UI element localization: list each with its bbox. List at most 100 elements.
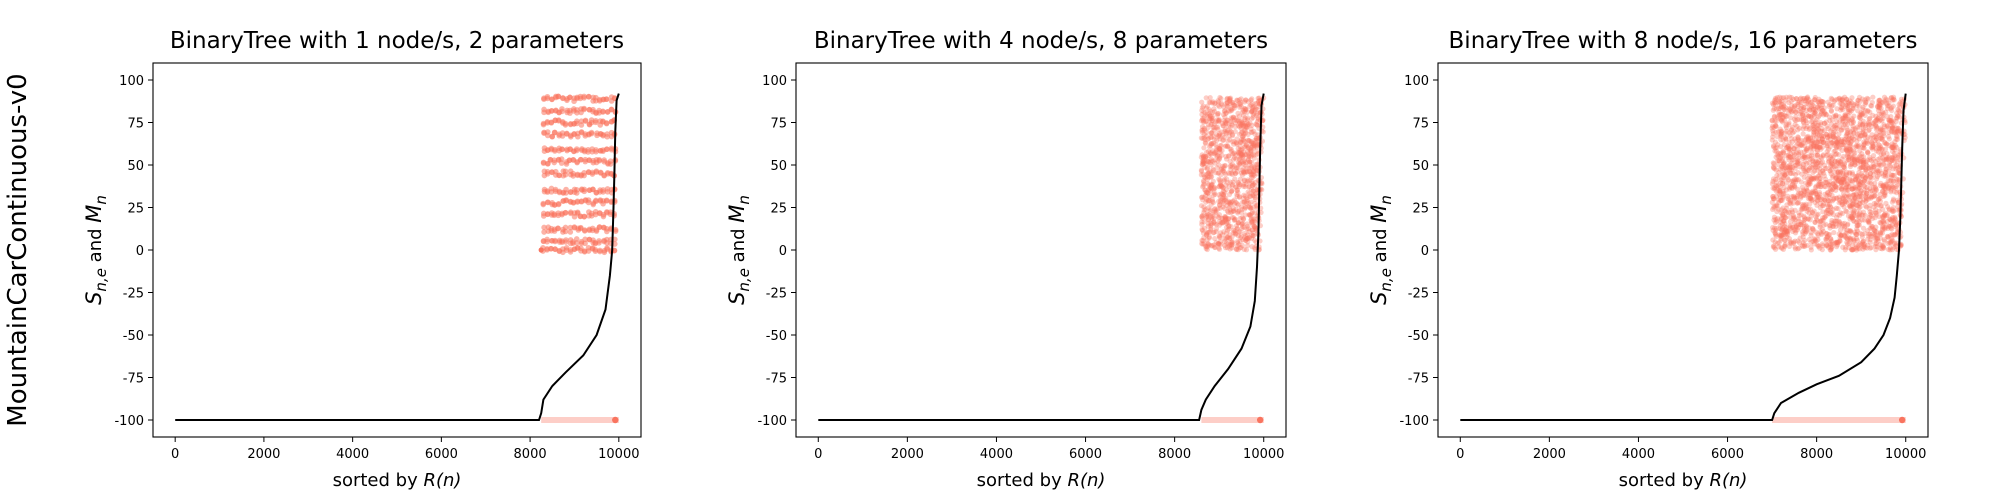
scatter-point: [1898, 96, 1905, 102]
scatter-point: [1246, 168, 1253, 175]
scatter-point: [593, 169, 600, 175]
scatter-point: [1846, 117, 1852, 123]
scatter-point: [1869, 225, 1875, 231]
scatter-point: [1819, 231, 1825, 237]
scatter-point: [1771, 196, 1777, 202]
scatter-point: [1834, 106, 1840, 112]
scatter-point: [1815, 237, 1821, 243]
scatter-point: [1853, 191, 1859, 197]
scatter-point: [1207, 108, 1213, 114]
scatter-point: [1219, 215, 1225, 221]
scatter-point: [604, 228, 610, 235]
scatter-point: [600, 187, 606, 193]
scatter-point: [1210, 140, 1217, 146]
scatter-point: [1863, 167, 1869, 173]
scatter-point: [1231, 215, 1237, 221]
scatter-point: [1833, 113, 1839, 119]
scatter-point: [1783, 94, 1790, 100]
scatter-point: [1879, 135, 1885, 141]
y-tick-label: -100: [114, 414, 144, 429]
scatter-point: [1224, 245, 1231, 251]
scatter-point: [1881, 98, 1888, 104]
scatter-point: [1843, 208, 1849, 214]
scatter-point: [593, 198, 599, 205]
scatter-point: [1769, 137, 1775, 143]
scatter-point: [1250, 192, 1256, 199]
scatter-point: [1791, 183, 1797, 189]
scatter-point: [1235, 189, 1241, 196]
scatter-point: [592, 246, 599, 253]
scatter-point: [1772, 165, 1778, 172]
scatter-point: [1814, 147, 1820, 153]
scatter-point: [1889, 226, 1895, 232]
scatter-point: [1223, 187, 1229, 193]
scatter-point: [1877, 155, 1883, 161]
scatter-point: [1849, 186, 1855, 192]
scatter-point: [1777, 223, 1783, 229]
scatter-point: [1778, 117, 1784, 123]
scatter-point: [1232, 216, 1238, 222]
scatter-point: [1228, 162, 1234, 169]
scatter-point: [1221, 219, 1227, 225]
scatter-point: [1855, 97, 1861, 104]
scatter-point: [1788, 143, 1794, 150]
scatter-point: [1230, 100, 1236, 106]
scatter-point: [1242, 199, 1248, 205]
scatter-point: [1824, 208, 1830, 214]
scatter-point: [1241, 127, 1247, 133]
scatter-point: [1241, 132, 1247, 138]
scatter-point: [1836, 123, 1843, 129]
scatter-point: [1200, 184, 1206, 190]
scatter-point: [1887, 233, 1893, 239]
scatter-point: [1812, 164, 1819, 171]
scatter-point: [1790, 156, 1796, 163]
scatter-point: [1235, 118, 1241, 124]
scatter-point: [1203, 95, 1209, 101]
scatter-point: [1207, 206, 1214, 213]
scatter-point: [1249, 129, 1255, 135]
scatter-point: [1872, 231, 1878, 238]
scatter-point: [1853, 245, 1859, 251]
scatter-point: [1837, 163, 1843, 169]
scatter-point: [1201, 114, 1208, 120]
scatter-point: [1820, 217, 1826, 223]
scatter-point: [1893, 222, 1899, 228]
scatter-point: [1251, 165, 1258, 171]
scatter-point: [1205, 229, 1212, 235]
scatter-point: [1239, 152, 1245, 158]
scatter-point: [1841, 160, 1848, 166]
scatter-point: [1802, 97, 1809, 104]
scatter-point: [1888, 240, 1894, 246]
scatter-point: [1207, 117, 1213, 123]
scatter-point: [1232, 103, 1238, 109]
scatter-point: [1871, 194, 1877, 200]
scatter-point: [1809, 225, 1816, 232]
scatter-point: [1204, 165, 1211, 171]
scatter-point: [1206, 153, 1212, 159]
scatter-point: [1221, 169, 1227, 175]
scatter-point: [1235, 180, 1241, 186]
scatter-point: [1200, 115, 1206, 121]
scatter-point: [1803, 118, 1809, 124]
scatter-point: [1849, 213, 1855, 219]
scatter-point: [1209, 141, 1215, 147]
scatter-point: [1833, 136, 1839, 142]
scatter-point: [1783, 187, 1789, 193]
scatter-point: [1204, 189, 1210, 195]
scatter-point: [1836, 176, 1842, 182]
scatter-point: [1846, 193, 1852, 199]
scatter-point: [1217, 146, 1223, 152]
scatter-point: [1770, 102, 1777, 108]
scatter-point: [1880, 206, 1886, 213]
scatter-point: [1220, 132, 1226, 138]
scatter-point: [1882, 173, 1889, 179]
scatter-point: [1843, 113, 1849, 119]
scatter-point: [1890, 232, 1897, 238]
scatter-point: [1200, 158, 1207, 164]
scatter-point: [1883, 96, 1889, 102]
scatter-point: [1211, 186, 1217, 192]
scatter-point: [1840, 244, 1846, 250]
scatter-point: [1854, 174, 1860, 180]
scatter-point: [1848, 139, 1854, 145]
scatter-point: [1787, 219, 1793, 225]
